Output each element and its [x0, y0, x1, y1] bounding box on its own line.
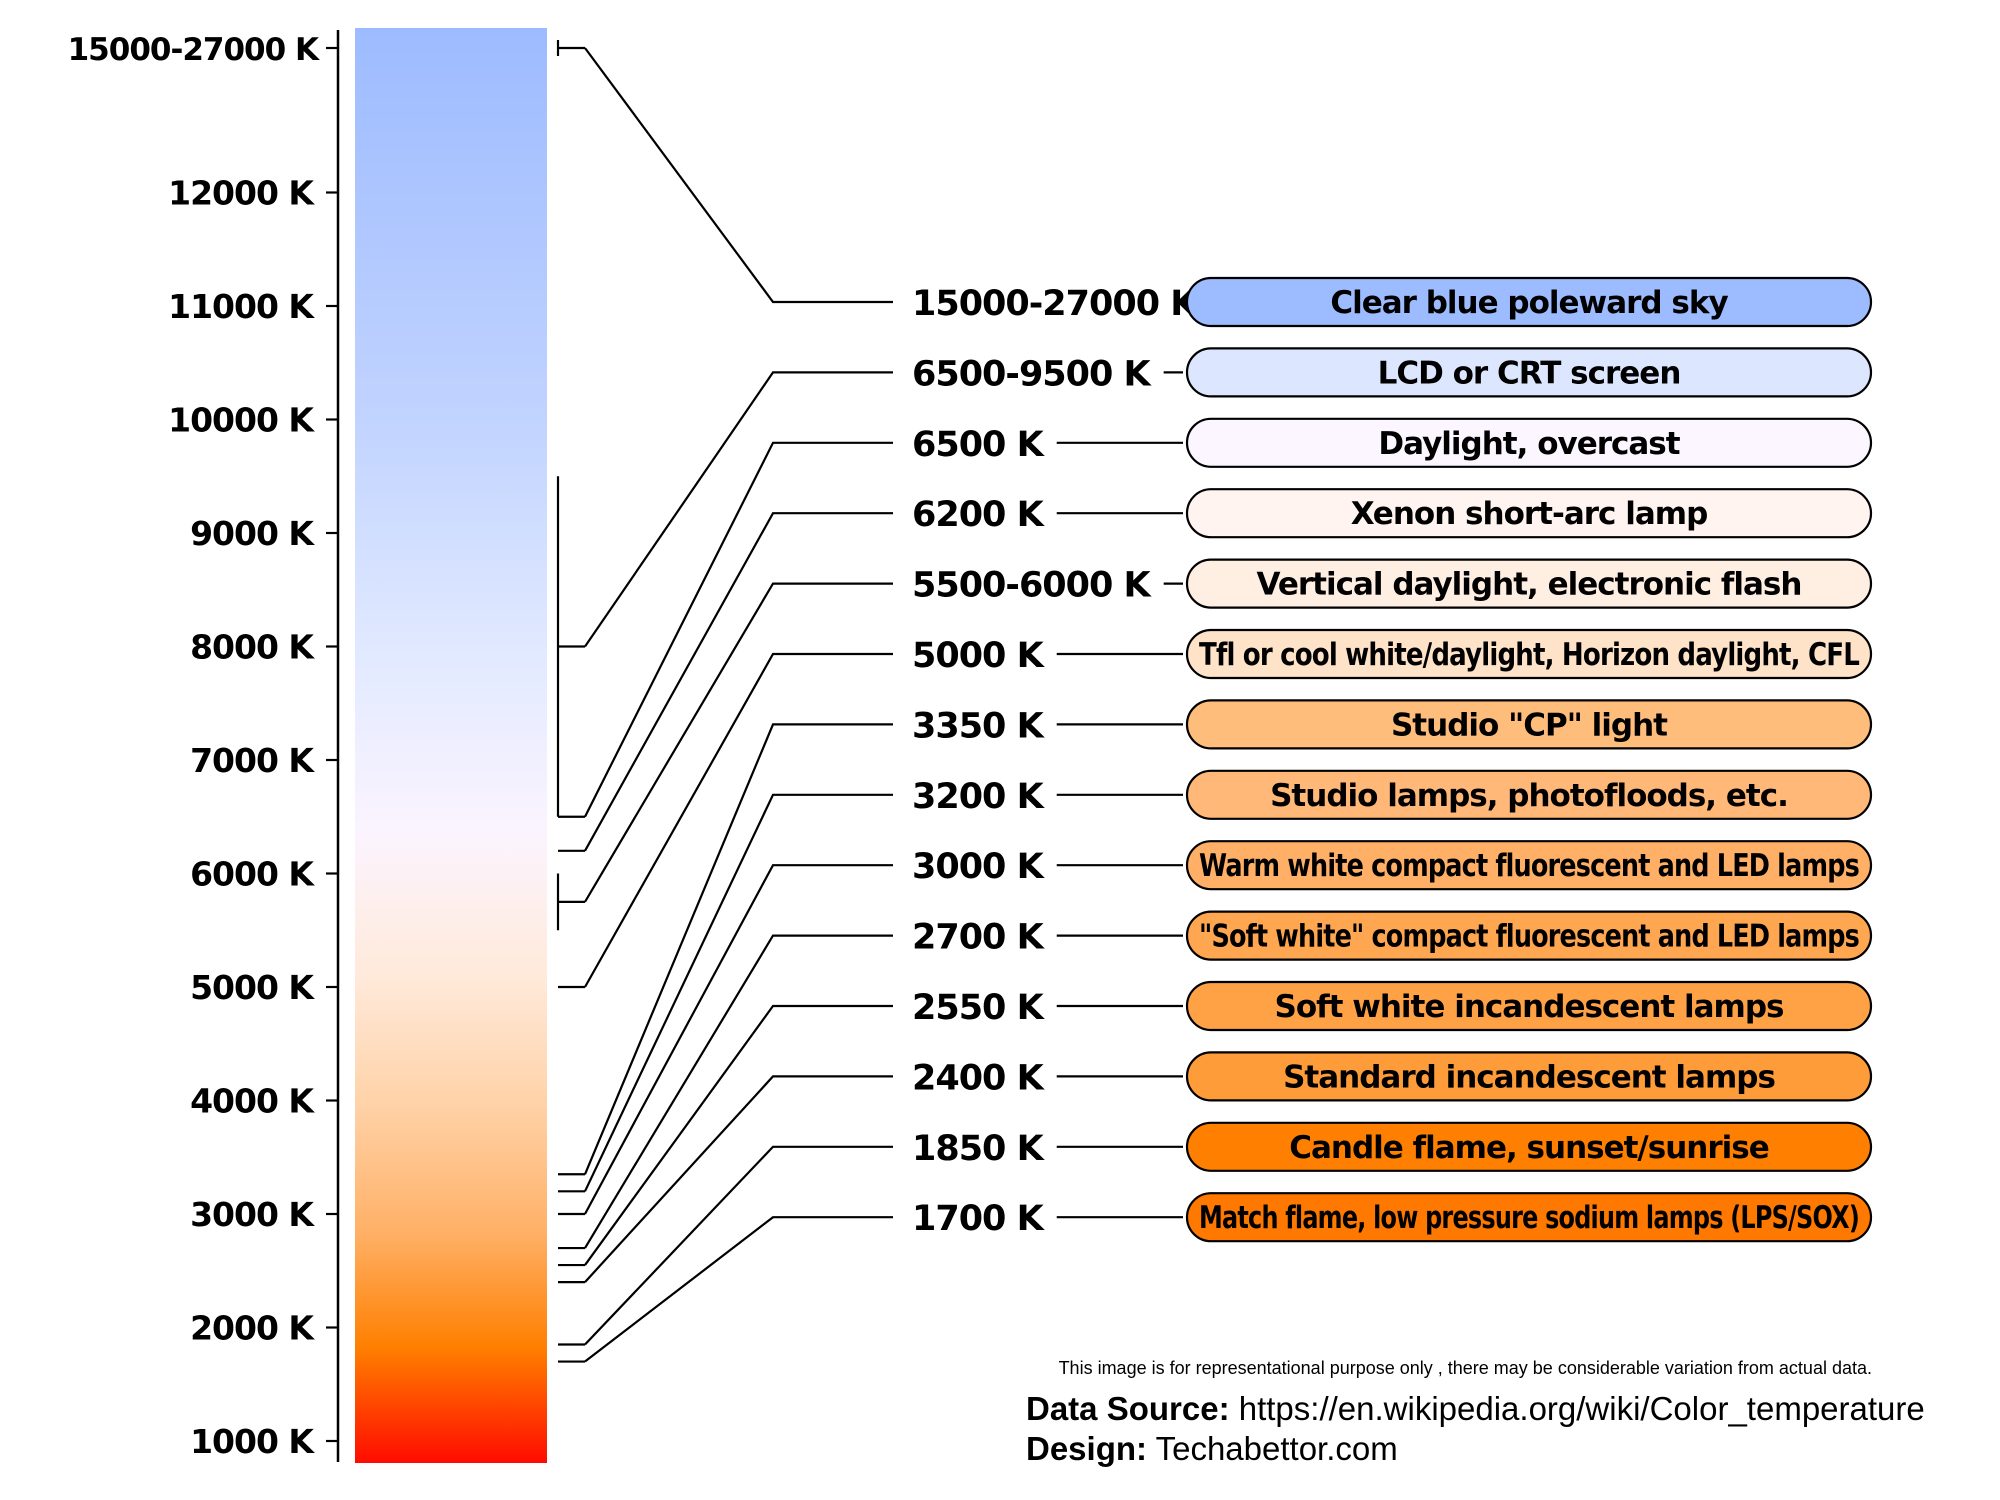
temperature-label: 5000 K	[912, 636, 1046, 676]
source-capsule	[1185, 417, 1873, 468]
leader-line	[584, 652, 893, 988]
source-description: Warm white compact fluorescent and LED l…	[1199, 848, 1859, 884]
temperature-label: 1700 K	[912, 1199, 1046, 1239]
scale-tick-label: 1000 K	[190, 1422, 315, 1461]
source-capsule	[1185, 347, 1873, 398]
data-source-label: Data Source:	[1026, 1390, 1230, 1427]
scale-tick-label: 5000 K	[190, 968, 315, 1007]
source-capsule	[1185, 769, 1873, 820]
scale-tick-label: 2000 K	[190, 1309, 315, 1348]
leader-line	[584, 793, 893, 1192]
source-capsule	[1185, 1192, 1873, 1243]
temperature-label: 3350 K	[912, 706, 1046, 746]
scale-tick-label: 9000 K	[190, 514, 315, 553]
scale-tick-label: 4000 K	[190, 1082, 315, 1121]
temperature-label: 3200 K	[912, 777, 1046, 817]
footer: This image is for representational purpo…	[1026, 1358, 1925, 1469]
temperature-label: 1850 K	[912, 1129, 1046, 1169]
temperature-label: 6500 K	[912, 425, 1046, 465]
data-source-link[interactable]: https://en.wikipedia.org/wiki/Color_temp…	[1238, 1390, 1925, 1427]
data-source-line: Data Source: https://en.wikipedia.org/wi…	[1026, 1389, 1925, 1429]
temperature-label: 6200 K	[912, 495, 1046, 535]
leader-line	[584, 1216, 893, 1363]
source-capsule	[1185, 840, 1873, 891]
source-description: Clear blue poleward sky	[1330, 285, 1728, 321]
leader-line	[584, 47, 893, 304]
leader-line	[584, 934, 893, 1249]
source-capsule	[1185, 1051, 1873, 1102]
source-capsule	[1185, 1121, 1873, 1172]
source-description: "Soft white" compact fluorescent and LED…	[1199, 919, 1859, 955]
source-description: Studio "CP" light	[1391, 707, 1668, 743]
source-description: Soft white incandescent lamps	[1275, 989, 1784, 1025]
temperature-label: 3000 K	[912, 847, 1046, 887]
scale-top-label: 15000-27000 K	[68, 32, 320, 68]
source-capsule	[1185, 910, 1873, 961]
leader-line	[584, 1004, 893, 1266]
source-capsule	[1185, 699, 1873, 750]
source-capsule	[1185, 628, 1873, 680]
leader-line	[584, 582, 893, 903]
scale-tick-label: 10000 K	[168, 401, 315, 440]
scale-tick-label: 3000 K	[190, 1195, 315, 1234]
leader-line	[584, 864, 893, 1215]
source-capsule	[1185, 980, 1873, 1032]
scale-tick-label: 7000 K	[190, 741, 315, 780]
leader-line	[584, 371, 893, 648]
scale-tick-label: 8000 K	[190, 628, 315, 667]
design-label: Design:	[1026, 1430, 1148, 1467]
temperature-gradient-bar	[355, 28, 547, 1463]
disclaimer-text: This image is for representational purpo…	[1058, 1358, 1872, 1378]
source-description: Vertical daylight, electronic flash	[1257, 567, 1802, 603]
source-description: Studio lamps, photofloods, etc.	[1270, 778, 1788, 814]
source-capsule	[1185, 558, 1873, 609]
temperature-label: 6500-9500 K	[912, 354, 1153, 394]
leader-line	[584, 1075, 893, 1283]
source-description: Daylight, overcast	[1378, 426, 1680, 462]
leader-line	[584, 1145, 893, 1346]
leader-line	[584, 441, 893, 818]
scale-tick-label: 12000 K	[168, 174, 315, 213]
leader-line	[583, 723, 893, 1175]
scale-tick-label: 11000 K	[168, 287, 315, 326]
source-description: Match flame, low pressure sodium lamps (…	[1199, 1200, 1859, 1236]
source-capsule	[1185, 488, 1873, 539]
temperature-label: 2400 K	[912, 1058, 1046, 1098]
source-description: Tfl or cool white/daylight, Horizon dayl…	[1199, 637, 1859, 673]
temperature-label: 2700 K	[912, 918, 1046, 958]
scale-tick-label: 6000 K	[190, 855, 315, 894]
leader-line	[584, 512, 893, 852]
source-description: Candle flame, sunset/sunrise	[1289, 1130, 1769, 1166]
source-description: Xenon short-arc lamp	[1351, 496, 1708, 532]
source-description: Standard incandescent lamps	[1283, 1059, 1775, 1095]
temperature-label: 2550 K	[912, 988, 1046, 1028]
temperature-label: 5500-6000 K	[912, 566, 1153, 606]
design-credit-line: Design: Techabettor.com	[1026, 1429, 1872, 1469]
source-description: LCD or CRT screen	[1378, 355, 1681, 391]
source-capsule	[1185, 276, 1873, 328]
temperature-label: 15000-27000 K	[912, 284, 1199, 324]
design-credit-value: Techabettor.com	[1155, 1430, 1398, 1467]
